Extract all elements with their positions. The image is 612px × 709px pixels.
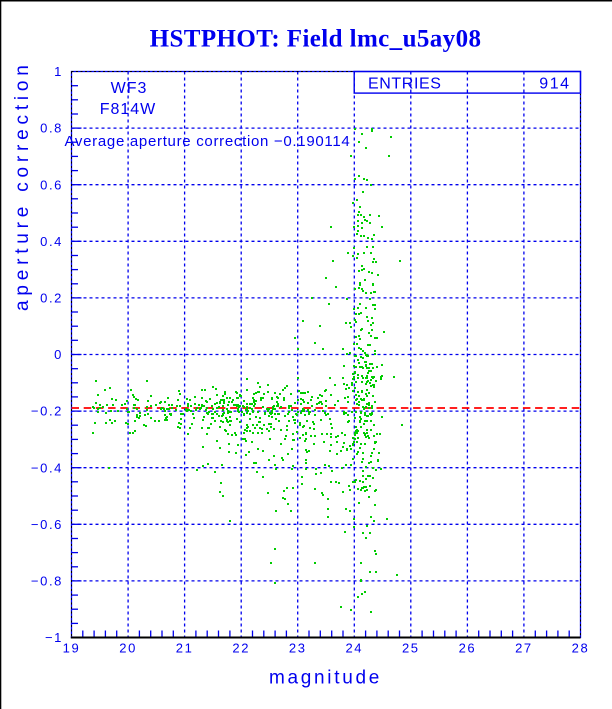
svg-text:26: 26 bbox=[459, 641, 477, 656]
svg-text:19: 19 bbox=[63, 641, 81, 656]
svg-text:Average aperture correction −0: Average aperture correction −0.190114 bbox=[65, 133, 351, 150]
svg-text:24: 24 bbox=[345, 641, 363, 656]
svg-text:22: 22 bbox=[232, 641, 250, 656]
svg-text:914: 914 bbox=[539, 76, 570, 93]
svg-text:−0.6: −0.6 bbox=[31, 517, 63, 532]
svg-text:WF3: WF3 bbox=[111, 80, 148, 97]
svg-text:1: 1 bbox=[54, 64, 63, 79]
svg-text:0.6: 0.6 bbox=[40, 177, 63, 192]
svg-text:25: 25 bbox=[402, 641, 420, 656]
svg-text:21: 21 bbox=[176, 641, 194, 656]
svg-text:−0.8: −0.8 bbox=[31, 574, 63, 589]
svg-text:−0.4: −0.4 bbox=[31, 460, 63, 475]
svg-text:0.2: 0.2 bbox=[40, 291, 63, 306]
svg-text:27: 27 bbox=[515, 641, 533, 656]
svg-text:ENTRIES: ENTRIES bbox=[368, 76, 442, 93]
svg-text:magnitude: magnitude bbox=[269, 668, 382, 689]
svg-text:28: 28 bbox=[572, 641, 590, 656]
svg-text:F814W: F814W bbox=[100, 101, 157, 118]
svg-text:0.4: 0.4 bbox=[40, 234, 63, 249]
svg-text:0.8: 0.8 bbox=[40, 121, 63, 136]
svg-text:23: 23 bbox=[289, 641, 307, 656]
svg-text:−0.2: −0.2 bbox=[31, 404, 63, 419]
svg-text:HSTPHOT: Field lmc_u5ay08: HSTPHOT: Field lmc_u5ay08 bbox=[150, 26, 482, 53]
svg-text:0: 0 bbox=[54, 347, 63, 362]
svg-text:−1: −1 bbox=[45, 630, 63, 645]
svg-text:aperture correction: aperture correction bbox=[12, 60, 33, 311]
svg-text:20: 20 bbox=[119, 641, 137, 656]
